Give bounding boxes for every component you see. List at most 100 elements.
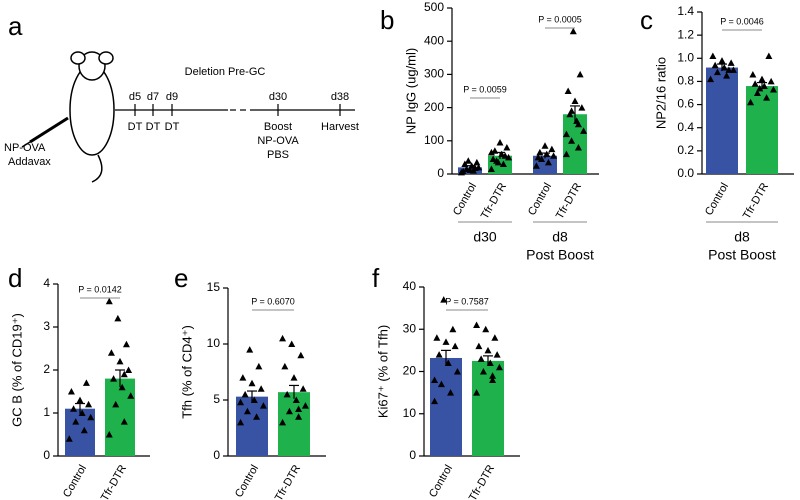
data-point [566, 110, 574, 118]
data-point [543, 150, 551, 158]
data-point [120, 370, 128, 378]
data-point [718, 57, 726, 64]
data-point [723, 72, 731, 79]
x-tick-label: Control [703, 181, 731, 218]
y-tick-label: 4 [43, 276, 50, 290]
data-point [767, 77, 775, 85]
data-point [237, 418, 245, 426]
data-point [283, 390, 291, 398]
data-point [110, 375, 118, 382]
data-point [487, 165, 495, 173]
event-text: Harvest [321, 121, 359, 133]
data-point [431, 376, 439, 383]
y-tick-label: 0.8 [677, 74, 694, 88]
y-axis-label: GC B (% of CD19⁺) [9, 313, 24, 427]
data-point [281, 362, 289, 370]
y-tick-label: 0.0 [677, 166, 694, 180]
data-point [720, 64, 728, 71]
y-tick-label: 1.4 [677, 4, 694, 18]
data-point [435, 351, 443, 358]
p-value: P = 0.6070 [251, 296, 295, 306]
data-point [87, 413, 95, 421]
data-point [569, 27, 577, 35]
p-value: P = 0.0005 [538, 14, 582, 24]
data-point [297, 351, 305, 359]
data-point [459, 167, 467, 175]
x-tick-label: Tfr-DTR [741, 181, 771, 221]
group-label: d30 [473, 229, 497, 245]
data-point [82, 379, 90, 386]
event-day: d38 [331, 91, 349, 103]
event-text: DT [165, 121, 180, 133]
data-point [707, 75, 715, 83]
y-tick-label: 2 [43, 362, 50, 376]
data-point [112, 400, 120, 408]
x-tick-label: Tfr-DTR [554, 181, 584, 221]
data-point [725, 66, 733, 73]
data-point [292, 396, 300, 403]
data-point [279, 418, 287, 426]
data-point [538, 155, 546, 163]
event-day: d30 [269, 91, 287, 103]
data-point [70, 405, 78, 412]
data-point [76, 396, 84, 404]
data-point [568, 137, 576, 144]
data-point [120, 418, 128, 425]
data-point [709, 52, 717, 59]
data-point [246, 346, 254, 353]
data-point [243, 407, 251, 415]
data-point [122, 340, 130, 348]
y-tick-label: 40 [403, 279, 417, 293]
data-point [105, 297, 113, 305]
y-tick-label: 0 [43, 448, 50, 462]
data-point [257, 385, 265, 392]
data-point [259, 402, 267, 409]
p-value: P = 0.0142 [78, 284, 122, 294]
data-point [473, 321, 481, 329]
data-point [114, 314, 122, 322]
data-point [116, 357, 124, 365]
data-point [451, 342, 459, 350]
data-point [473, 158, 481, 166]
x-tick-label: Control [61, 463, 89, 500]
data-point [78, 409, 86, 416]
data-point [729, 66, 737, 73]
y-tick-label: 500 [424, 0, 444, 14]
panel-label: b [380, 5, 394, 35]
y-tick-label: 1 [43, 405, 50, 419]
data-point [461, 160, 469, 168]
event-day: d7 [147, 91, 159, 103]
data-point [437, 380, 445, 388]
y-tick-label: 15 [207, 280, 221, 294]
data-point [576, 70, 584, 78]
data-point [484, 346, 492, 354]
data-point [568, 107, 576, 114]
y-tick-label: 0.4 [677, 120, 694, 134]
data-point [536, 148, 544, 156]
data-point [493, 351, 501, 358]
panel-label: c [640, 5, 653, 35]
data-point [241, 390, 249, 398]
data-point [564, 87, 572, 94]
data-point [107, 349, 115, 356]
phase-label: Deletion Pre-GC [185, 66, 266, 78]
data-point [574, 120, 582, 128]
event-text: PBS [267, 149, 289, 161]
bar [706, 67, 738, 174]
data-point [105, 431, 113, 438]
y-tick-label: 3 [43, 319, 50, 333]
x-tick-label: Tfr-DTR [99, 463, 129, 500]
p-value: P = 0.7587 [445, 296, 489, 306]
data-point [431, 397, 439, 405]
data-point [503, 143, 511, 151]
data-point [541, 142, 549, 149]
data-point [475, 342, 483, 350]
data-point [751, 80, 759, 87]
data-point [118, 383, 126, 391]
data-point [447, 389, 455, 396]
data-point [571, 97, 579, 104]
data-point [255, 362, 263, 370]
data-point [290, 374, 298, 381]
event-text: DT [146, 121, 161, 133]
